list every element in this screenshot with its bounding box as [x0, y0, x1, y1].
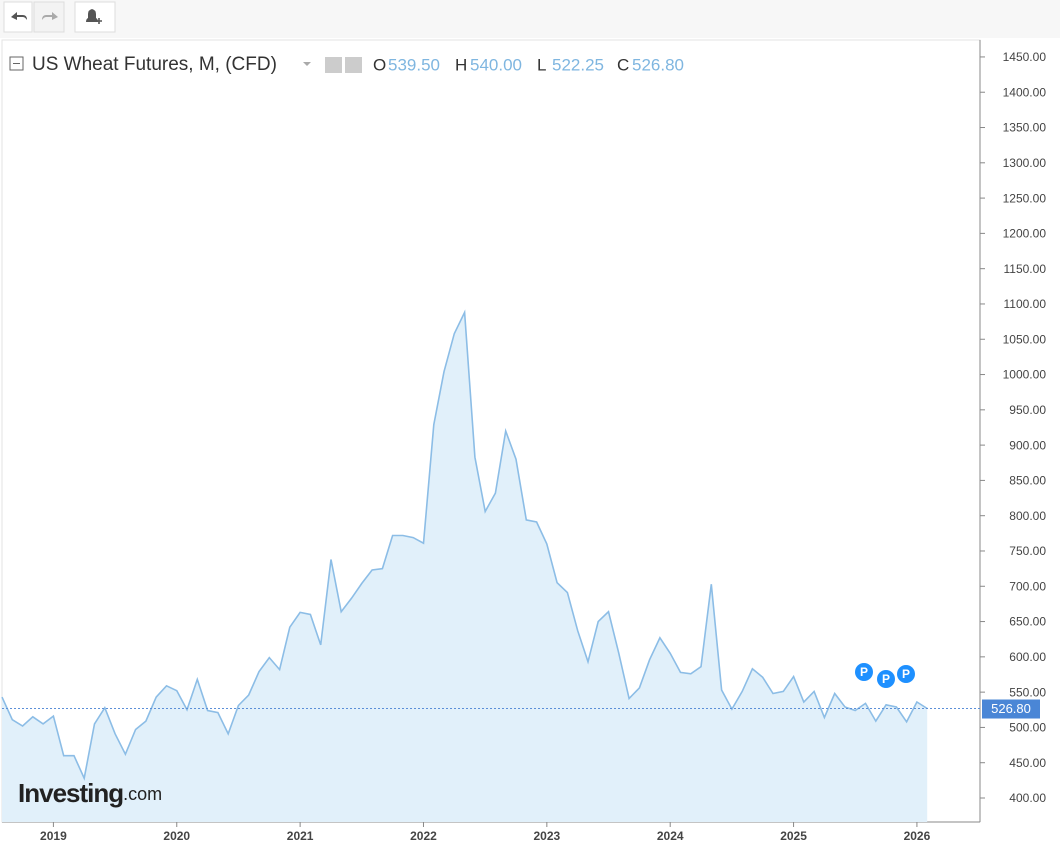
settings-icon[interactable]	[345, 57, 362, 73]
alert-button[interactable]	[74, 1, 116, 33]
y-tick-label: 600.00	[1009, 650, 1046, 664]
visibility-icon[interactable]	[325, 57, 342, 73]
last-price-box	[982, 699, 1040, 719]
y-tick-label: 1150.00	[1004, 262, 1047, 276]
logo-suffix: .com	[123, 784, 162, 804]
x-tick-label: 2023	[533, 829, 560, 843]
x-tick-label: 2019	[40, 829, 67, 843]
y-tick-label: 1050.00	[1003, 332, 1047, 346]
x-tick-label: 2025	[780, 829, 807, 843]
y-tick-label: 1100.00	[1004, 297, 1047, 311]
event-marker	[877, 670, 895, 688]
y-tick-label: 1400.00	[1003, 85, 1047, 99]
ohlc-key: O	[373, 55, 386, 74]
event-marker	[897, 665, 915, 683]
event-marker-label: P	[860, 665, 868, 679]
ohlc-value: 522.25	[552, 55, 604, 74]
y-tick-label: 850.00	[1009, 474, 1046, 488]
ohlc-value: 540.00	[470, 55, 522, 74]
legend: US Wheat Futures, M, (CFD) O 539.50 H 540.0…	[9, 54, 684, 75]
y-tick-label: 550.00	[1009, 685, 1046, 699]
ohlc-key: C	[617, 55, 629, 74]
redo-button[interactable]	[33, 1, 65, 33]
y-tick-label: 800.00	[1009, 509, 1046, 523]
event-marker-label: P	[882, 672, 890, 686]
undo-button[interactable]	[3, 1, 33, 33]
toolbar	[0, 0, 1060, 38]
last-price-label: 526.80	[991, 701, 1031, 716]
x-tick-label: 2022	[410, 829, 437, 843]
area-fill	[2, 312, 928, 822]
y-tick-label: 900.00	[1009, 438, 1046, 452]
y-tick-label: 1000.00	[1003, 368, 1047, 382]
x-tick-label: 2024	[657, 829, 684, 843]
y-tick-label: 950.00	[1009, 403, 1046, 417]
dropdown-arrow[interactable]	[303, 62, 311, 66]
y-tick-label: 650.00	[1009, 615, 1046, 629]
ohlc-key: H	[455, 55, 467, 74]
y-tick-label: 1450.00	[1003, 50, 1047, 64]
y-tick-label: 1250.00	[1003, 191, 1047, 205]
logo-main: Investing	[18, 778, 123, 808]
y-tick-label: 1200.00	[1003, 227, 1047, 241]
chart-title: US Wheat Futures, M, (CFD)	[32, 54, 277, 75]
x-tick-label: 2020	[163, 829, 190, 843]
ohlc-value: 539.50	[388, 55, 440, 74]
event-marker	[855, 663, 873, 681]
y-tick-label: 700.00	[1009, 579, 1046, 593]
x-tick-label: 2021	[287, 829, 314, 843]
price-line	[1, 309, 928, 781]
y-tick-label: 500.00	[1009, 721, 1046, 735]
event-marker-label: P	[902, 667, 910, 681]
y-tick-label: 1300.00	[1003, 156, 1047, 170]
ohlc-value: 526.80	[632, 55, 684, 74]
logo: Investing.com	[18, 778, 162, 808]
y-tick-label: 750.00	[1009, 544, 1046, 558]
y-tick-label: 1350.00	[1003, 121, 1047, 135]
y-tick-label: 450.00	[1009, 756, 1046, 770]
x-tick-label: 2026	[904, 829, 931, 843]
ohlc-key: L	[537, 55, 546, 74]
y-tick-label: 400.00	[1009, 791, 1046, 805]
